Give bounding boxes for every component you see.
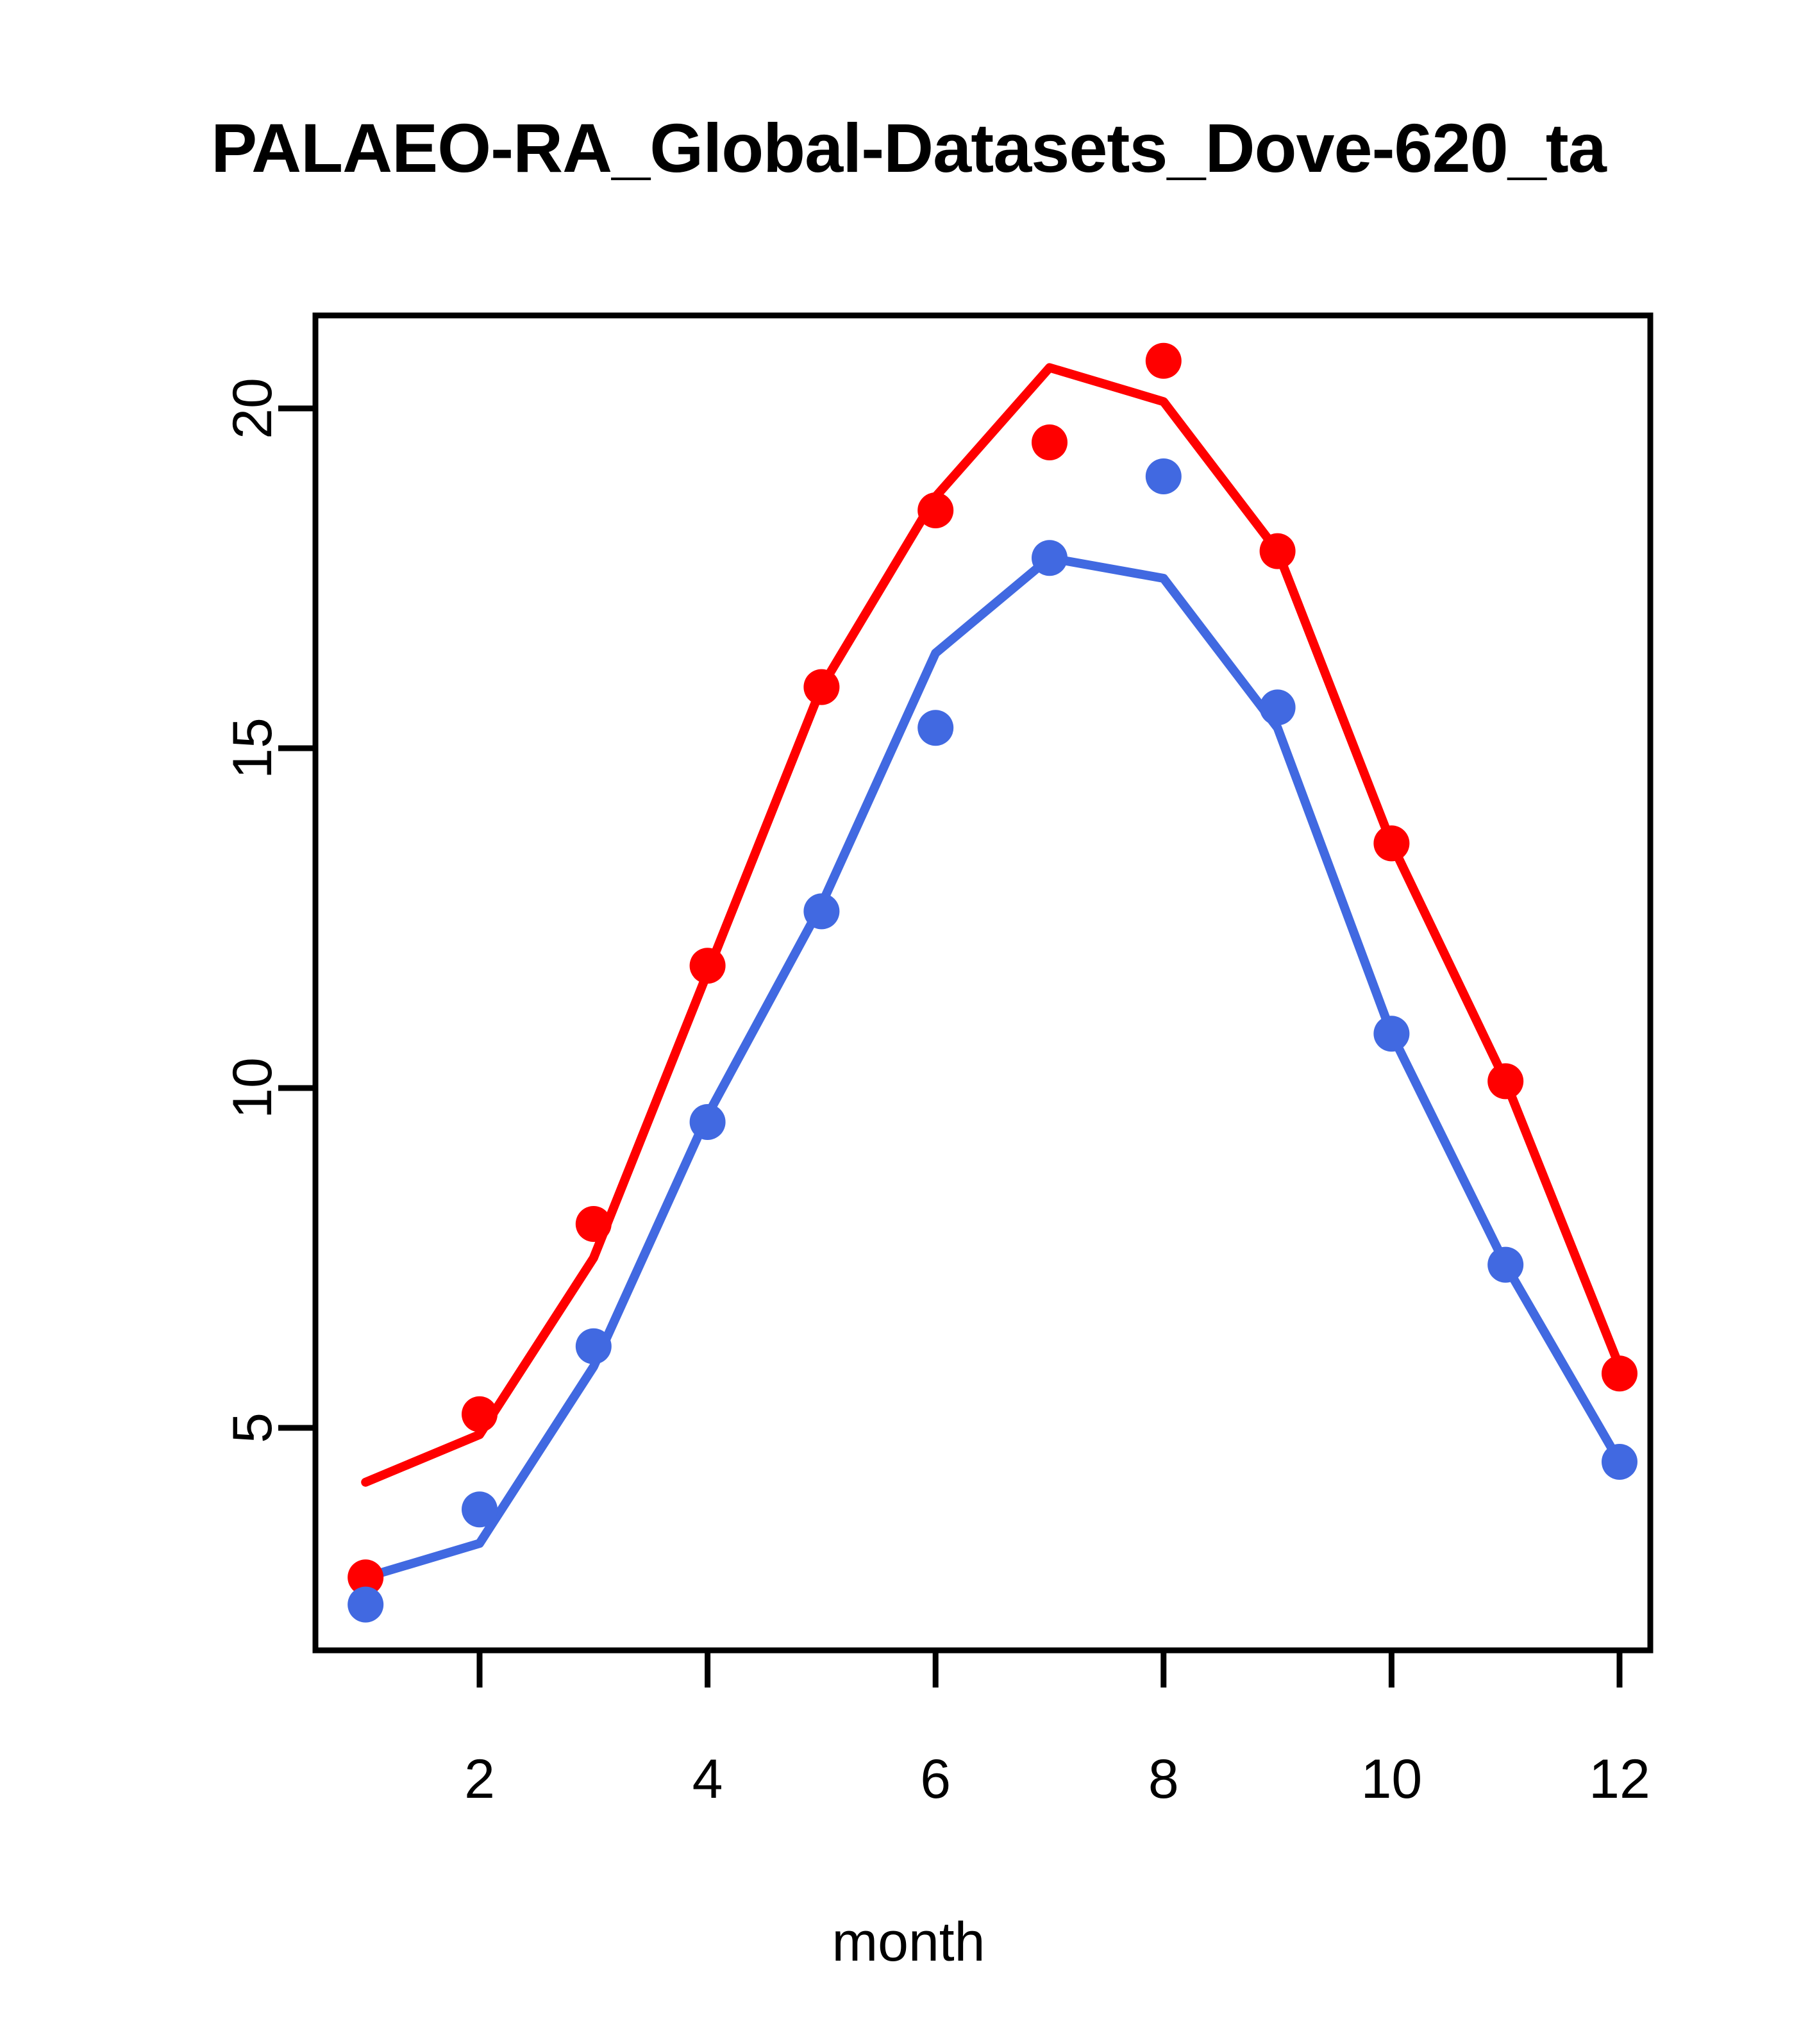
data-point-blue-points (1259, 689, 1296, 726)
plot-frame (312, 312, 1654, 1654)
x-axis-tick-label: 6 (920, 1748, 951, 1810)
data-series-group (347, 342, 1637, 1623)
data-point-blue-points (917, 710, 954, 746)
data-point-red-points (1145, 342, 1182, 379)
data-point-red-points (1487, 1063, 1524, 1100)
data-point-red-points (1259, 533, 1296, 569)
data-point-blue-points (1487, 1246, 1524, 1283)
data-point-blue-points (1032, 540, 1068, 576)
data-point-red-points (462, 1396, 498, 1432)
data-point-blue-points (803, 893, 840, 930)
y-axis-tick-label: 20 (222, 378, 283, 439)
x-axis-tick-label: 10 (1361, 1748, 1423, 1810)
data-point-blue-points (1373, 1016, 1410, 1052)
x-axis-tick-label: 12 (1589, 1748, 1650, 1810)
series-line-blue-line (361, 553, 1624, 1582)
data-point-blue-points (689, 1104, 726, 1140)
y-axis: 5 10 15 20 (222, 378, 315, 1443)
data-point-red-points (803, 669, 840, 705)
y-axis-tick-label: 15 (222, 717, 283, 779)
page-title: PALAEO-RA_Global-Datasets_Dove-620_ta (211, 109, 1607, 187)
data-point-blue-points (1145, 458, 1182, 494)
data-point-blue-points (575, 1328, 612, 1364)
data-point-red-points (1373, 825, 1410, 862)
data-point-blue-points (347, 1586, 384, 1623)
x-axis-label: month (832, 1911, 985, 1973)
y-axis-tick-label: 5 (222, 1412, 283, 1443)
data-point-red-points (1602, 1355, 1637, 1392)
x-axis: 2 4 6 8 10 12 (464, 1650, 1650, 1810)
x-axis-tick-label: 4 (692, 1748, 723, 1810)
series-line-red-line (361, 363, 1624, 1487)
data-point-red-points (575, 1206, 612, 1242)
x-axis-tick-label: 8 (1148, 1748, 1179, 1810)
data-point-red-points (347, 1559, 384, 1596)
data-point-red-points (917, 492, 954, 528)
data-point-blue-points (1602, 1444, 1637, 1480)
data-point-red-points (689, 948, 726, 984)
y-axis-tick-label: 10 (222, 1057, 283, 1119)
data-point-blue-points (462, 1491, 498, 1528)
x-axis-tick-label: 2 (464, 1748, 495, 1810)
data-point-red-points (1032, 424, 1068, 460)
